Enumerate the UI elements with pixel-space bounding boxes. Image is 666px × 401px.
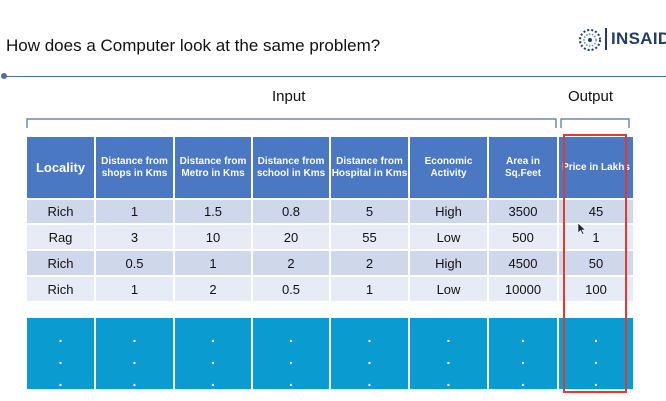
ellipsis-cell: . . . bbox=[96, 318, 175, 389]
ellipsis-dots: . . . bbox=[489, 326, 557, 392]
table-cell: 5 bbox=[331, 198, 410, 223]
mouse-cursor-icon bbox=[578, 223, 586, 235]
ellipsis-cell: . . . bbox=[27, 318, 96, 389]
header-cell: Distance from Hospital in Kms bbox=[331, 137, 410, 198]
ellipsis-dots: . . . bbox=[27, 326, 94, 392]
table-cell: Rich bbox=[27, 249, 96, 275]
header-cell: Distance from shops in Kms bbox=[96, 137, 175, 198]
table-cell: Low bbox=[410, 275, 489, 301]
table-header-row: Locality Distance from shops in Kms Dist… bbox=[27, 137, 633, 198]
table-cell: 500 bbox=[489, 223, 559, 249]
table-cell: Rag bbox=[27, 223, 96, 249]
header-cell: Locality bbox=[27, 137, 96, 198]
header-cell: Area in Sq.Feet bbox=[489, 137, 559, 198]
table-cell: 1.5 bbox=[175, 198, 253, 223]
table-cell: 0.5 bbox=[253, 275, 331, 301]
table-row: Rag 3 10 20 55 Low 500 1 bbox=[27, 223, 633, 249]
ellipsis-dots: . . . bbox=[331, 326, 408, 392]
header-cell: Distance from Metro in Kms bbox=[175, 137, 253, 198]
table-cell: Rich bbox=[27, 275, 96, 301]
table-cell: High bbox=[410, 249, 489, 275]
ellipsis-dots: . . . bbox=[253, 326, 329, 392]
bracket-lines bbox=[0, 0, 666, 140]
header-cell: Distance from school in Kms bbox=[253, 137, 331, 198]
table-row: Rich 1 2 0.5 1 Low 10000 100 bbox=[27, 275, 633, 301]
ellipsis-cell: . . . bbox=[331, 318, 410, 389]
table-cell: 10000 bbox=[489, 275, 559, 301]
table-row: Rich 0.5 1 2 2 High 4500 50 bbox=[27, 249, 633, 275]
header-cell: Economic Activity bbox=[410, 137, 489, 198]
table-cell: 1 bbox=[175, 249, 253, 275]
table-row: Rich 1 1.5 0.8 5 High 3500 45 bbox=[27, 198, 633, 223]
table-cell: Rich bbox=[27, 198, 96, 223]
output-bracket bbox=[561, 119, 629, 128]
ellipsis-cell: . . . bbox=[489, 318, 559, 389]
ellipsis-cell: . . . bbox=[175, 318, 253, 389]
table-cell: 3500 bbox=[489, 198, 559, 223]
table-cell: High bbox=[410, 198, 489, 223]
ellipsis-dots: . . . bbox=[410, 326, 487, 392]
table-cell: 1 bbox=[96, 198, 175, 223]
table-cell: 0.5 bbox=[96, 249, 175, 275]
table-cell: 55 bbox=[331, 223, 410, 249]
table-cell: 1 bbox=[96, 275, 175, 301]
output-highlight-box bbox=[563, 134, 627, 393]
table-cell: 4500 bbox=[489, 249, 559, 275]
table-cell: 0.8 bbox=[253, 198, 331, 223]
table-cell: 20 bbox=[253, 223, 331, 249]
input-bracket bbox=[27, 119, 556, 128]
table-cell: 2 bbox=[331, 249, 410, 275]
ellipsis-cell: . . . bbox=[410, 318, 489, 389]
ellipsis-dots: . . . bbox=[175, 326, 251, 392]
ellipsis-dots: . . . bbox=[96, 326, 173, 392]
ellipsis-cell: . . . bbox=[253, 318, 331, 389]
table-cell: Low bbox=[410, 223, 489, 249]
table-cell: 2 bbox=[175, 275, 253, 301]
table-cell: 3 bbox=[96, 223, 175, 249]
table-cell: 1 bbox=[331, 275, 410, 301]
table-cell: 10 bbox=[175, 223, 253, 249]
table-cell: 2 bbox=[253, 249, 331, 275]
